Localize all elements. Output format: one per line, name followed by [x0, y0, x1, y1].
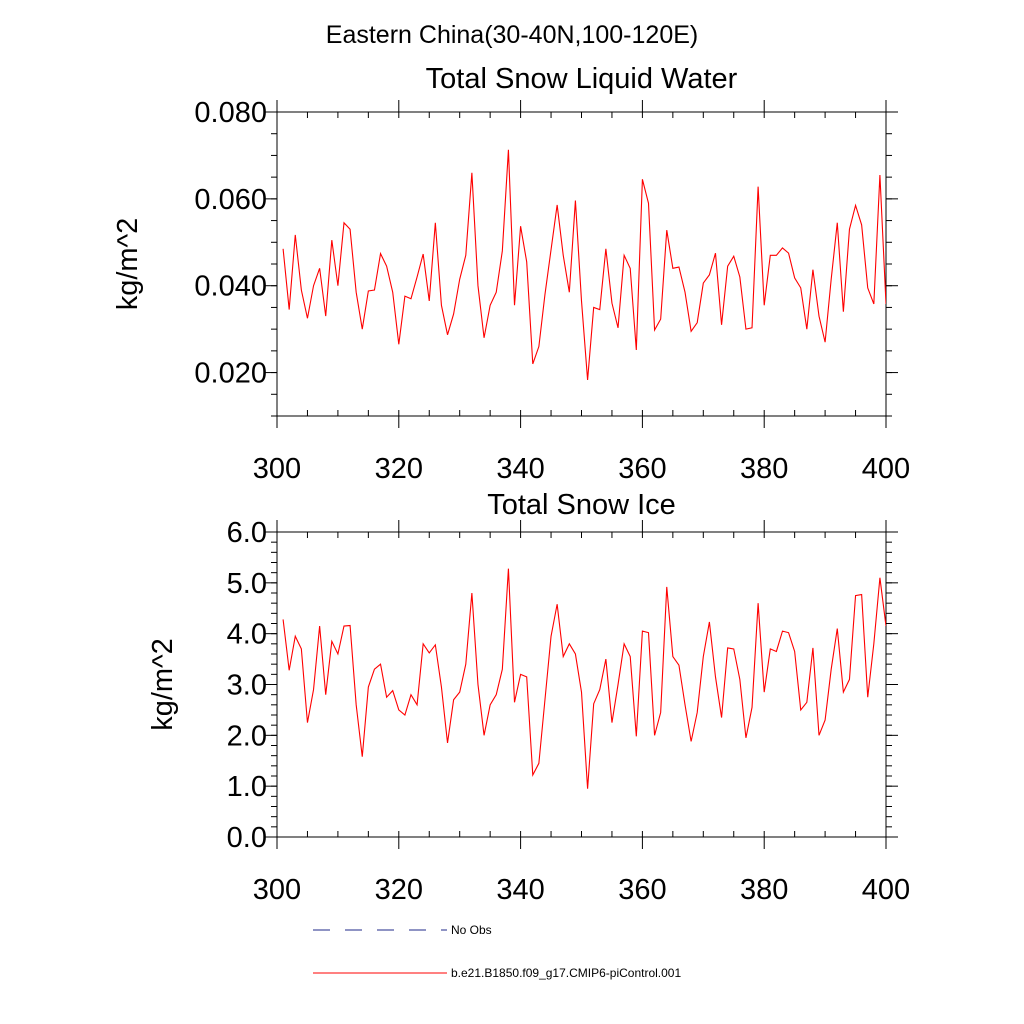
- legend-label-model: b.e21.B1850.f09_g17.CMIP6-piControl.001: [451, 966, 681, 980]
- y-axis-label: kg/m^2: [147, 638, 179, 731]
- x-tick-label: 380: [740, 453, 788, 485]
- y-tick-label: 1.0: [227, 771, 267, 803]
- y-tick-label: 0.040: [194, 271, 267, 303]
- x-tick-label: 400: [862, 453, 910, 485]
- y-tick-label: 0.0: [227, 822, 267, 854]
- x-tick-label: 360: [618, 453, 666, 485]
- plot-frame: [276, 531, 887, 838]
- y-axis-label: kg/m^2: [112, 218, 144, 311]
- legend-label-no-obs: No Obs: [451, 923, 492, 937]
- figure-title: Eastern China(30-40N,100-120E): [326, 21, 698, 49]
- y-tick-label: 0.080: [194, 97, 267, 129]
- panel-total-snow-ice: Total Snow Ice kg/m^2 300 320 340 360 380 400 0.…: [147, 489, 910, 906]
- x-tick-label: 340: [496, 874, 544, 906]
- y-tick-label: 2.0: [227, 720, 267, 752]
- y-tick-label: 6.0: [227, 517, 267, 549]
- y-tick-label: 4.0: [227, 619, 267, 651]
- x-tick-label: 320: [375, 453, 423, 485]
- panel-total-snow-liquid-water: Total Snow Liquid Water kg/m^2 300 320 340 36…: [112, 63, 910, 485]
- x-tick-label: 340: [496, 453, 544, 485]
- y-tick-label: 0.060: [194, 184, 267, 216]
- x-tick-label: 360: [618, 874, 666, 906]
- plot-frame: [276, 111, 887, 417]
- y-tick-label: 0.020: [194, 358, 267, 390]
- x-tick-label: 380: [740, 874, 788, 906]
- series-line-b-e21-b1850-f09-g17-cmip6-picontrol-001: [282, 568, 886, 789]
- x-tick-label: 320: [375, 874, 423, 906]
- y-tick-label: 5.0: [227, 568, 267, 600]
- chart-title: Total Snow Ice: [487, 489, 676, 521]
- x-tick-label: 300: [253, 874, 301, 906]
- x-tick-label: 300: [253, 453, 301, 485]
- x-tick-label: 400: [862, 874, 910, 906]
- series-line-b-e21-b1850-f09-g17-cmip6-picontrol-001: [282, 149, 886, 380]
- y-tick-label: 3.0: [227, 670, 267, 702]
- legend: No Obs b.e21.B1850.f09_g17.CMIP6-piContr…: [313, 923, 681, 980]
- chart-title: Total Snow Liquid Water: [426, 63, 738, 95]
